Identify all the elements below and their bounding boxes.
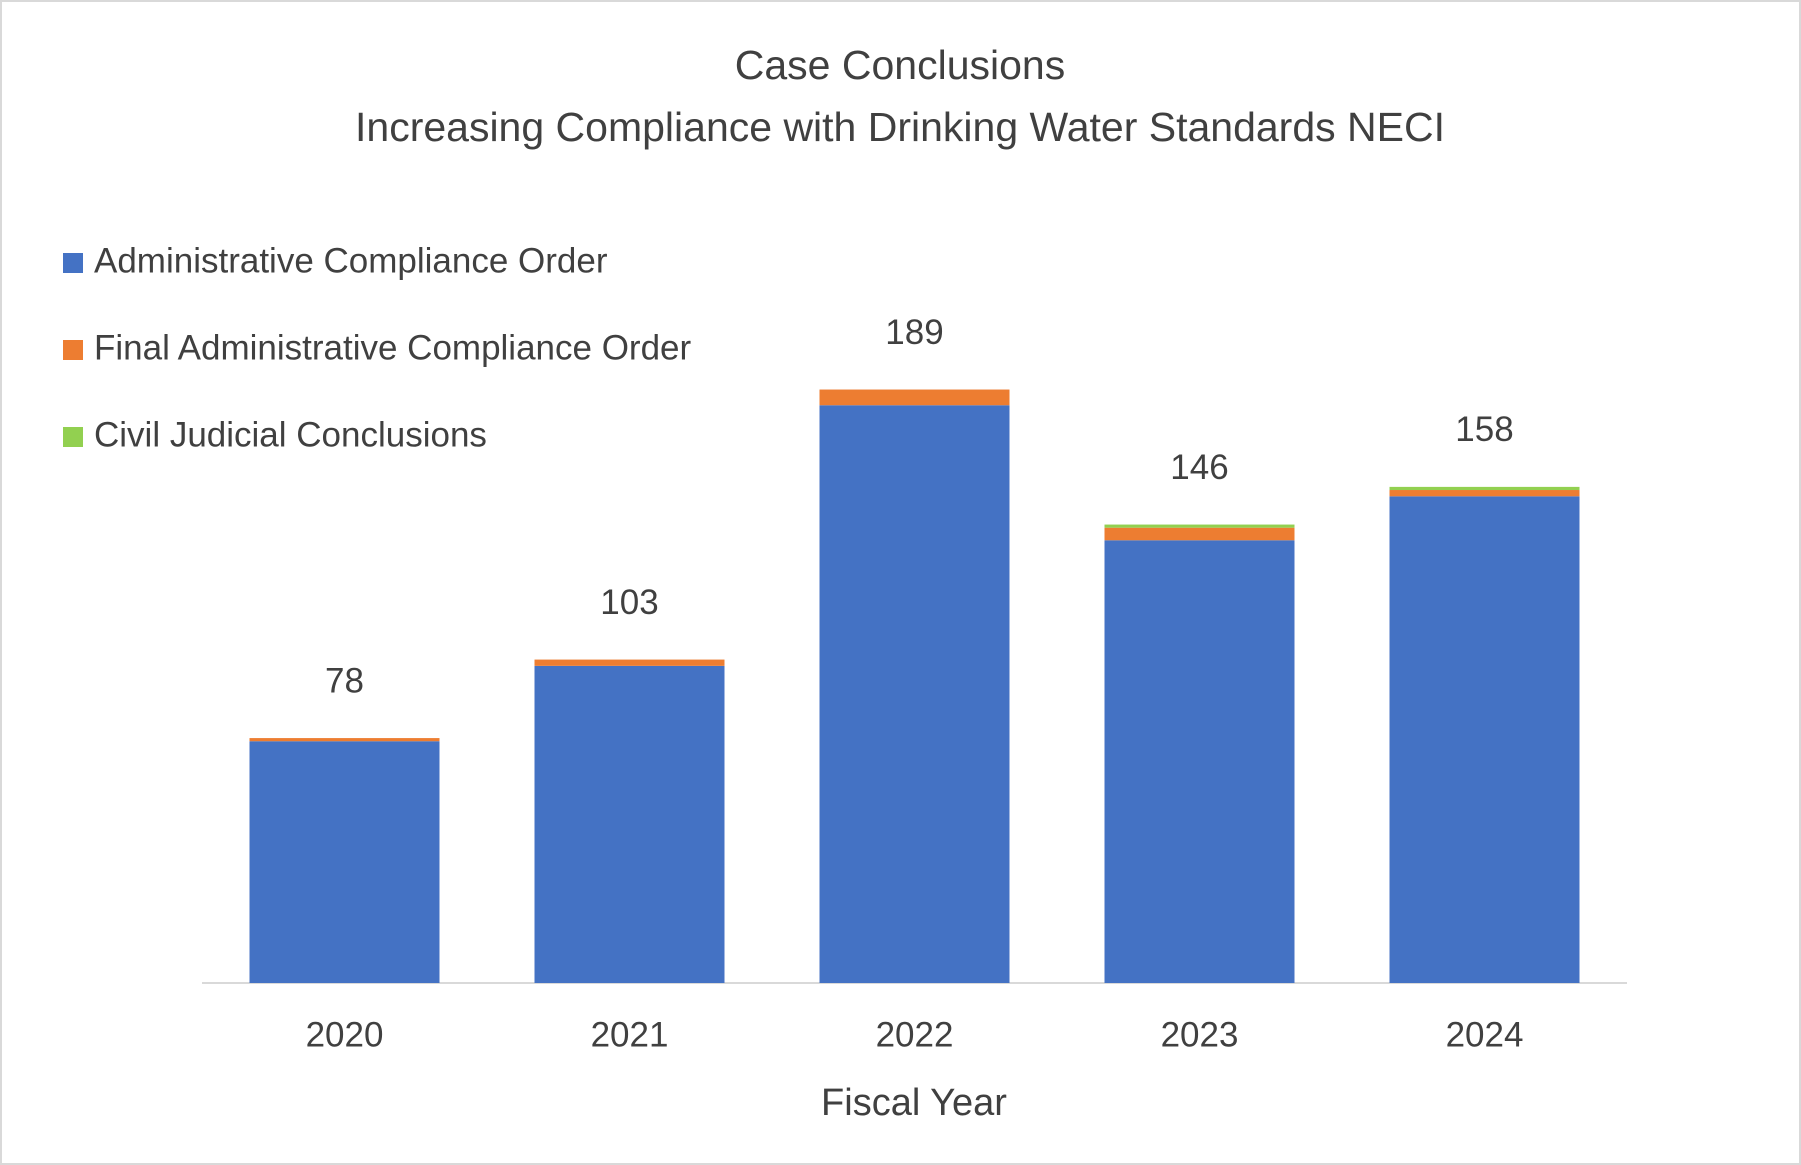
bar-segment bbox=[1104, 540, 1295, 983]
bar-segment bbox=[249, 741, 440, 983]
chart-subtitle: Increasing Compliance with Drinking Wate… bbox=[355, 104, 1445, 150]
total-label: 78 bbox=[325, 661, 364, 700]
bar-segment bbox=[1104, 527, 1295, 541]
x-tick-label: 2022 bbox=[876, 1015, 954, 1054]
legend-swatch bbox=[63, 253, 83, 273]
bar-segment bbox=[819, 389, 1010, 406]
total-label: 103 bbox=[600, 583, 658, 622]
legend-label: Civil Judicial Conclusions bbox=[94, 415, 487, 454]
x-tick-label: 2024 bbox=[1446, 1015, 1524, 1054]
bar-segment bbox=[534, 659, 725, 666]
total-label: 189 bbox=[885, 313, 943, 352]
x-tick-label: 2023 bbox=[1161, 1015, 1239, 1054]
chart-title: Case Conclusions bbox=[735, 42, 1065, 88]
total-label: 158 bbox=[1455, 410, 1513, 449]
bar-segment bbox=[1389, 486, 1580, 491]
legend-swatch bbox=[63, 340, 83, 360]
legend-swatch bbox=[63, 427, 83, 447]
bar-segment bbox=[1389, 496, 1580, 983]
bar-segment bbox=[534, 665, 725, 983]
x-tick-label: 2020 bbox=[306, 1015, 384, 1054]
bar-segment bbox=[1104, 524, 1295, 528]
bar-segment bbox=[819, 405, 1010, 983]
x-tick-label: 2021 bbox=[591, 1015, 669, 1054]
legend-label: Final Administrative Compliance Order bbox=[94, 328, 692, 367]
total-label: 146 bbox=[1170, 448, 1228, 487]
x-axis-title: Fiscal Year bbox=[821, 1082, 1007, 1124]
bar-segment bbox=[249, 738, 440, 742]
bar-segment bbox=[1389, 490, 1580, 497]
legend-label: Administrative Compliance Order bbox=[94, 241, 608, 280]
